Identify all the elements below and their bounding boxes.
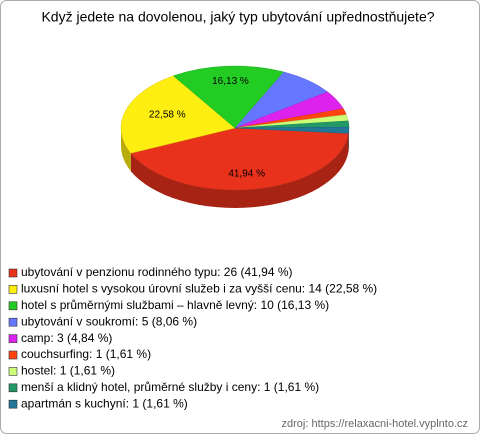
pie-slice-side xyxy=(130,133,349,208)
pie-slice xyxy=(172,65,285,129)
legend-swatch xyxy=(8,285,18,294)
legend-swatch xyxy=(8,367,18,376)
legend-label: couchsurfing: 1 (1,61 %) xyxy=(21,347,151,361)
legend-swatch xyxy=(8,399,18,409)
legend-label: hotel s průměrnými službami – hlavně lev… xyxy=(21,298,329,312)
pie-slice xyxy=(120,75,236,154)
legend-swatch xyxy=(8,268,18,278)
slice-label: 41,94 % xyxy=(228,169,265,180)
legend-label: apartmán s kuchyní: 1 (1,61 %) xyxy=(21,396,188,410)
legend-label: camp: 3 (4,84 %) xyxy=(21,331,112,345)
pie-slice-side xyxy=(121,128,131,172)
legend-label: ubytování v penzionu rodinného typu: 26 … xyxy=(21,265,293,279)
chart-title: Když jedete na dovolenou, jaký typ ubyto… xyxy=(41,9,434,25)
legend-swatch xyxy=(8,301,18,311)
legend-swatch xyxy=(8,334,18,343)
legend-label: luxusní hotel s vysokou úrovní služeb i … xyxy=(21,282,377,296)
legend-swatch xyxy=(8,383,18,393)
legend-label: menší a klidný hotel, průměrné služby i … xyxy=(21,380,319,394)
legend-swatch xyxy=(8,350,18,360)
legend-swatch xyxy=(8,317,18,327)
pie-slice xyxy=(234,126,350,134)
pie-slice xyxy=(130,127,349,191)
legend-label: hostel: 1 (1,61 %) xyxy=(21,364,115,378)
source: zdroj: https://relaxacni-hotel.vyplnto.c… xyxy=(282,418,468,430)
slice-label: 22,58 % xyxy=(149,109,186,120)
slice-label: 16,13 % xyxy=(212,76,249,87)
legend-label: ubytování v soukromí: 5 (8,06 %) xyxy=(21,314,197,328)
